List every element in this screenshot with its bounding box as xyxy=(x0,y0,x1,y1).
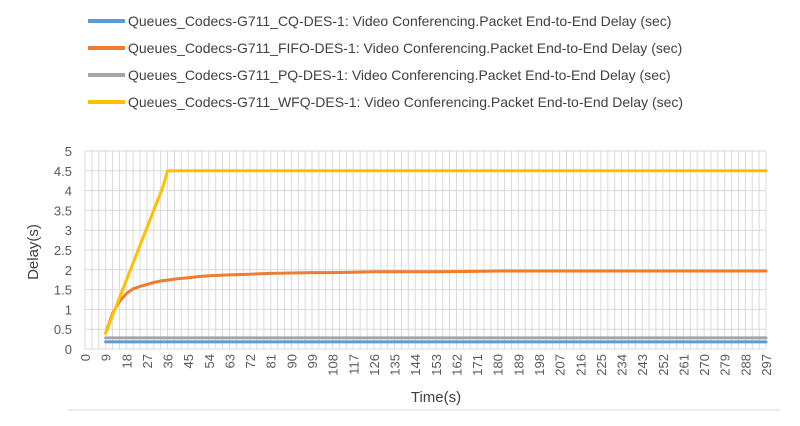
x-tick-label: 234 xyxy=(615,354,630,376)
y-tick-label: 3 xyxy=(65,223,72,238)
legend-label-3: Queues_Codecs-G711_PQ-DES-1: Video Confe… xyxy=(128,67,671,83)
x-tick-label: 9 xyxy=(99,354,114,361)
x-tick-label: 81 xyxy=(264,354,279,368)
x-tick-label: 36 xyxy=(161,354,176,368)
x-tick-label: 198 xyxy=(532,354,547,376)
x-tick-label: 135 xyxy=(388,354,403,376)
y-axis: 0 0.5 1 1.5 2 2.5 3 3.5 4 4.5 5 xyxy=(54,144,72,357)
y-tick-label: 1 xyxy=(65,302,72,317)
legend-label-2: Queues_Codecs-G711_FIFO-DES-1: Video Con… xyxy=(128,40,682,56)
x-tick-label: 99 xyxy=(305,354,320,368)
x-tick-label: 108 xyxy=(326,354,341,376)
x-tick-label: 72 xyxy=(243,354,258,368)
x-tick-label: 153 xyxy=(429,354,444,376)
y-tick-label: 2.5 xyxy=(54,243,72,258)
x-tick-label: 288 xyxy=(738,354,753,376)
y-tick-label: 5 xyxy=(65,144,72,159)
x-tick-label: 207 xyxy=(553,354,568,376)
series-line-2 xyxy=(104,269,768,335)
x-tick-label: 243 xyxy=(635,354,650,376)
x-tick-label: 0 xyxy=(78,354,93,361)
y-tick-label: 0 xyxy=(65,342,72,357)
x-tick-label: 63 xyxy=(222,354,237,368)
x-tick-label: 279 xyxy=(718,354,733,376)
y-tick-label: 4 xyxy=(65,184,72,199)
series-line-4 xyxy=(104,169,768,335)
x-tick-label: 252 xyxy=(656,354,671,376)
x-tick-label: 117 xyxy=(346,354,361,375)
x-tick-label: 126 xyxy=(367,354,382,376)
x-tick-label: 162 xyxy=(449,354,464,376)
y-tick-label: 0.5 xyxy=(54,322,72,337)
x-tick-label: 270 xyxy=(697,354,712,376)
x-tick-label: 144 xyxy=(408,354,423,376)
y-tick-label: 3.5 xyxy=(54,203,72,218)
x-tick-label: 27 xyxy=(140,354,155,368)
legend-label-4: Queues_Codecs-G711_WFQ-DES-1: Video Conf… xyxy=(128,94,683,110)
x-tick-label: 261 xyxy=(676,354,691,376)
x-tick-label: 171 xyxy=(470,354,485,376)
x-axis: 0 9 18 27 36 45 54 63 72 81 90 99 108 117 126 135 144 153… xyxy=(78,354,774,376)
x-tick-label: 189 xyxy=(511,354,526,376)
y-tick-label: 2 xyxy=(65,263,72,278)
x-tick-label: 18 xyxy=(119,354,134,368)
legend: Queues_Codecs-G711_CQ-DES-1: Video Confe… xyxy=(88,13,683,110)
x-tick-label: 45 xyxy=(181,354,196,368)
x-axis-title: Time(s) xyxy=(411,389,461,406)
series-lines xyxy=(104,169,768,344)
x-tick-label: 216 xyxy=(573,354,588,376)
y-tick-label: 4.5 xyxy=(54,164,72,179)
x-tick-label: 225 xyxy=(594,354,609,376)
legend-label-1: Queues_Codecs-G711_CQ-DES-1: Video Confe… xyxy=(128,13,671,29)
x-tick-label: 180 xyxy=(491,354,506,376)
x-tick-label: 297 xyxy=(759,354,774,376)
y-tick-label: 1.5 xyxy=(54,283,72,298)
grid xyxy=(84,150,767,350)
x-tick-label: 54 xyxy=(202,354,217,368)
y-axis-title: Delay(s) xyxy=(25,224,42,280)
x-tick-label: 90 xyxy=(284,354,299,368)
